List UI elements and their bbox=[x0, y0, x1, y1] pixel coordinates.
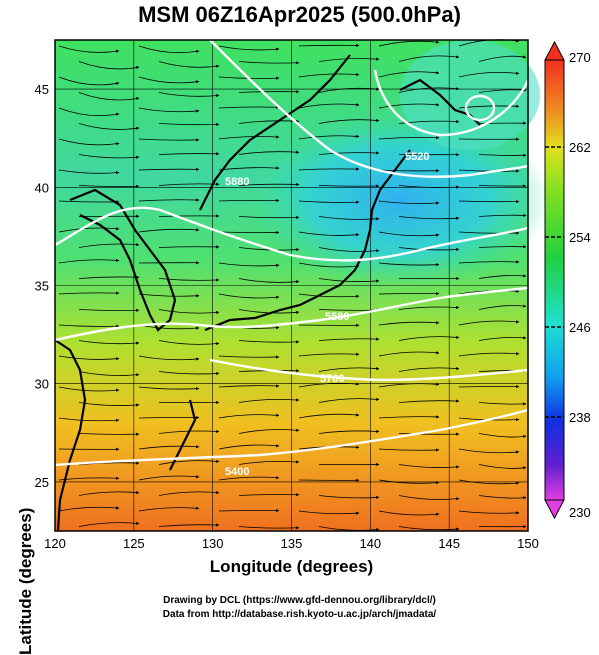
x-tick-label: 125 bbox=[123, 536, 145, 551]
y-tick-label: 35 bbox=[35, 279, 49, 294]
y-tick-labels: 25 30 35 40 45 bbox=[35, 82, 49, 490]
x-tick-label: 150 bbox=[517, 536, 539, 551]
x-axis-label: Longitude (degrees) bbox=[55, 557, 528, 577]
contour-label: 5880 bbox=[225, 176, 249, 188]
contour-label: 5520 bbox=[405, 151, 429, 163]
credit-drawing: Drawing by DCL (https://www.gfd-dennou.o… bbox=[0, 595, 599, 606]
colorbar-label: 246 bbox=[569, 320, 591, 335]
map-plot: 5400 5520 5580 5760 5880 120 125 130 135 140… bbox=[0, 0, 599, 625]
y-tick-label: 30 bbox=[35, 377, 49, 392]
x-tick-label: 120 bbox=[44, 536, 66, 551]
contour-label: 5760 bbox=[320, 373, 344, 385]
credit-data: Data from http://database.rish.kyoto-u.a… bbox=[0, 609, 599, 620]
colorbar bbox=[545, 42, 564, 518]
colorbar-label: 262 bbox=[569, 140, 591, 155]
colorbar-label: 238 bbox=[569, 410, 591, 425]
contour-label: 5580 bbox=[325, 311, 349, 323]
y-tick-label: 45 bbox=[35, 82, 49, 97]
x-tick-label: 140 bbox=[359, 536, 381, 551]
x-tick-labels: 120 125 130 135 140 145 150 bbox=[44, 536, 539, 551]
x-tick-label: 135 bbox=[281, 536, 303, 551]
colorbar-label: 230 bbox=[569, 505, 591, 520]
x-tick-label: 130 bbox=[202, 536, 224, 551]
x-tick-label: 145 bbox=[438, 536, 460, 551]
colorbar-labels: 270 262 254 246 238 230 bbox=[569, 50, 591, 520]
colorbar-label: 254 bbox=[569, 230, 591, 245]
contour-label: 5400 bbox=[225, 466, 249, 478]
y-tick-label: 40 bbox=[35, 180, 49, 195]
y-tick-label: 25 bbox=[35, 475, 49, 490]
colorbar-label: 270 bbox=[569, 50, 591, 65]
y-axis-label: Latitude (degrees) bbox=[16, 508, 36, 655]
